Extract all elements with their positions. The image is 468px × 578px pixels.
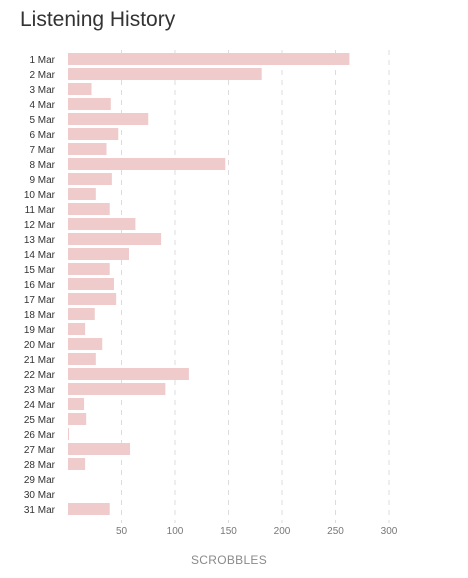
category-label: 11 Mar [25,205,56,216]
bar[interactable] [68,308,95,320]
x-tick-labels: 50 100 150 200 250 300 [116,526,398,537]
bar[interactable] [68,323,86,335]
category-label: 30 Mar [24,490,56,501]
bar[interactable] [68,503,110,515]
category-label: 22 Mar [24,370,56,381]
x-tick-label: 50 [116,526,128,537]
bar[interactable] [68,338,103,350]
category-label: 19 Mar [24,325,56,336]
category-label: 16 Mar [24,280,56,291]
bar[interactable] [68,368,189,380]
category-label: 6 Mar [29,130,55,141]
bar[interactable] [68,233,162,245]
bars [68,53,350,515]
category-label: 2 Mar [29,70,55,81]
bar[interactable] [68,293,117,305]
grid-lines [121,50,390,523]
x-tick-label: 300 [381,526,398,537]
bar[interactable] [68,458,86,470]
category-label: 15 Mar [24,265,56,276]
bar[interactable] [68,203,110,215]
category-label: 12 Mar [24,220,56,231]
x-tick-label: 100 [167,526,184,537]
bar[interactable] [68,278,115,290]
bar[interactable] [68,143,107,155]
category-label: 21 Mar [24,355,56,366]
bar[interactable] [68,83,92,95]
bar[interactable] [68,428,70,440]
x-tick-label: 150 [220,526,237,537]
x-tick-label: 250 [327,526,344,537]
category-label: 1 Mar [29,55,55,66]
category-label: 26 Mar [24,430,56,441]
bar[interactable] [68,443,131,455]
bar[interactable] [68,353,96,365]
category-label: 29 Mar [24,475,56,486]
category-label: 14 Mar [24,250,56,261]
x-tick-label: 200 [274,526,291,537]
category-label: 8 Mar [29,160,55,171]
category-label: 10 Mar [24,190,56,201]
category-label: 23 Mar [24,385,56,396]
category-label: 3 Mar [29,85,55,96]
bar[interactable] [68,218,136,230]
category-label: 4 Mar [29,100,55,111]
category-label: 18 Mar [24,310,56,321]
category-label: 7 Mar [29,145,55,156]
bar[interactable] [68,128,119,140]
bar[interactable] [68,113,149,125]
page-title: Listening History [20,8,176,31]
category-label: 24 Mar [24,400,56,411]
category-label: 13 Mar [24,235,56,246]
category-label: 27 Mar [24,445,56,456]
category-label: 28 Mar [24,460,56,471]
category-label: 17 Mar [24,295,56,306]
category-label: 31 Mar [24,505,56,516]
bar[interactable] [68,413,87,425]
bar[interactable] [68,68,262,80]
category-label: 20 Mar [24,340,56,351]
category-label: 5 Mar [29,115,55,126]
bar[interactable] [68,188,96,200]
bar[interactable] [68,173,112,185]
category-label: 9 Mar [29,175,55,186]
category-labels: 1 Mar 2 Mar 3 Mar 4 Mar 5 Mar 6 Mar 7 Mar 8 Mar… [24,55,56,516]
bar[interactable] [68,98,111,110]
x-axis-title: SCROBBLES [190,553,268,567]
bar[interactable] [68,263,110,275]
bar[interactable] [68,53,350,65]
bar[interactable] [68,158,226,170]
bar[interactable] [68,398,85,410]
category-label: 25 Mar [24,415,56,426]
bar[interactable] [68,248,129,260]
bar[interactable] [68,383,166,395]
